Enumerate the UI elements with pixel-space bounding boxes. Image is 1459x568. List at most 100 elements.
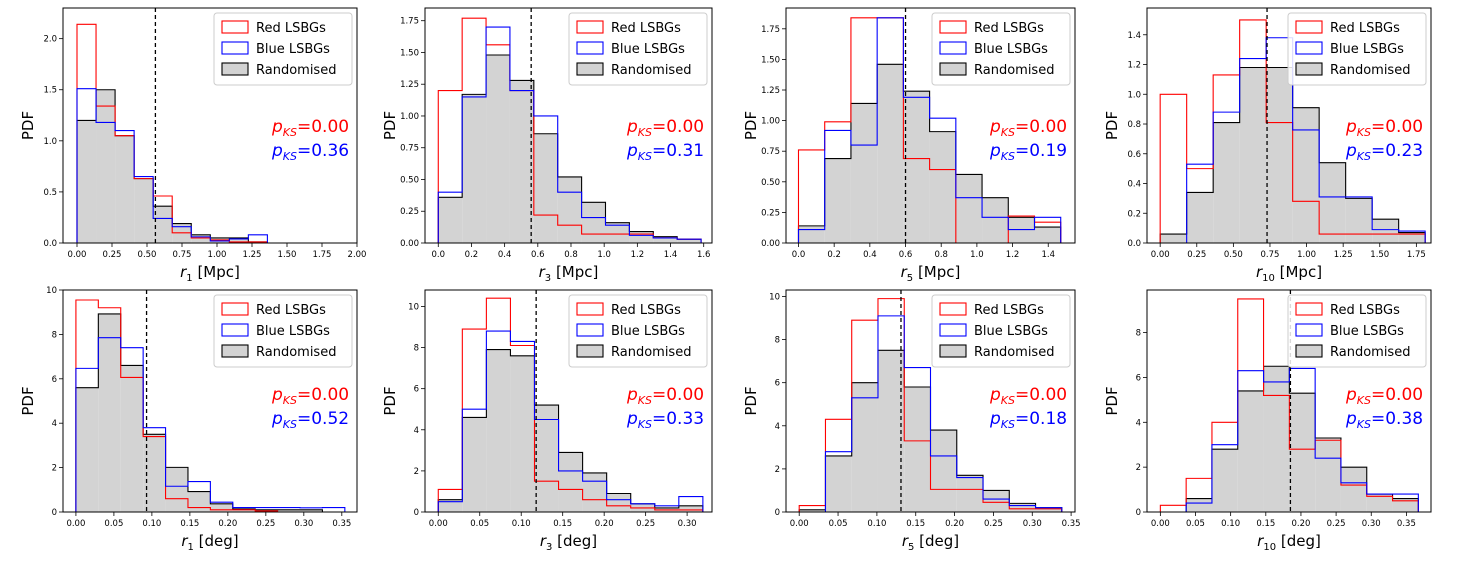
random-bar: [677, 239, 702, 243]
legend-label: Randomised: [256, 63, 336, 78]
red-step-line: [1159, 298, 1419, 512]
legend-swatch: [221, 41, 249, 55]
x-tick-label: 1.75: [1407, 250, 1426, 260]
axes-frame: [785, 289, 1076, 513]
x-tick-label: 0.4: [863, 250, 877, 260]
x-tick-label: 1.0: [970, 250, 984, 260]
y-tick-label: 1.0: [43, 137, 57, 147]
legend: Red LSBGs Blue LSBGs Randomised: [931, 294, 1071, 368]
x-tick-label: 0.00: [68, 250, 87, 260]
legend-label: Red LSBGs: [611, 303, 681, 318]
random-bar: [96, 89, 116, 243]
legend-swatch: [939, 323, 967, 337]
y-tick-label: 6: [1136, 373, 1141, 383]
random-bar: [120, 365, 144, 512]
histogram-bars: [798, 298, 1063, 513]
x-tick-label: 0.30: [678, 519, 697, 529]
x-tick-label: 0.10: [512, 519, 531, 529]
random-bar: [929, 131, 956, 243]
ks-p: p: [989, 117, 1001, 137]
ks-value: =0.36: [297, 141, 349, 161]
blue-step-line: [799, 315, 1063, 513]
random-bar: [581, 202, 606, 243]
random-bar: [678, 505, 703, 512]
x-tick-label: 2.00: [348, 250, 367, 260]
legend-swatch: [939, 41, 967, 55]
legend-swatch: [939, 344, 967, 358]
y-tick-label: 0: [414, 508, 419, 518]
ks-value: =0.00: [652, 117, 704, 137]
axes-frame: [62, 289, 358, 513]
panel-5: 0.00 0.05 0.10 0.15 0.20 0.25 0.30 0.35 0 2 4 6 8 10 P…: [19, 286, 358, 553]
x-tick-label: 0.2: [827, 250, 841, 260]
x-axis-label: r3 [Mpc]: [539, 263, 599, 284]
x-tick-label: 0.25: [1327, 519, 1346, 529]
ks-p: p: [1345, 141, 1357, 161]
ks-value: =0.00: [1371, 117, 1423, 137]
x-label-var: r: [539, 263, 546, 281]
y-tick-label: 1.50: [400, 48, 419, 58]
ks-p: p: [626, 409, 638, 429]
random-bar: [1398, 232, 1426, 243]
legend-label: Red LSBGs: [974, 21, 1044, 36]
legend-label: Blue LSBGs: [1330, 324, 1404, 339]
legend-label: Blue LSBGs: [256, 324, 330, 339]
ks-sub: KS: [283, 394, 297, 407]
random-bar: [799, 509, 826, 512]
y-tick-label: 1.75: [761, 25, 780, 35]
red-step-line: [797, 17, 1062, 244]
x-tick-label: 0.75: [173, 250, 192, 260]
ks-sub: KS: [283, 150, 297, 163]
random-bar: [1186, 192, 1214, 243]
x-label-sub: 3: [546, 542, 552, 553]
x-label-unit: [Mpc]: [556, 263, 598, 281]
x-tick-label: 1.6: [697, 250, 711, 260]
legend-swatch: [576, 302, 604, 316]
random-bar: [1034, 227, 1061, 243]
legend: Red LSBGs Blue LSBGs Randomised: [1287, 12, 1427, 86]
x-axis-label: r5 [Mpc]: [901, 263, 961, 284]
x-tick-label: 1.4: [664, 250, 678, 260]
x-tick-label: 0.10: [867, 519, 886, 529]
ks-value: =0.00: [297, 117, 349, 137]
random-bar: [1366, 494, 1393, 512]
y-tick-label: 0.0: [43, 239, 57, 249]
ks-p: p: [626, 141, 638, 161]
y-tick-label: 1.50: [761, 55, 780, 65]
random-bar: [438, 499, 463, 512]
x-tick-label: 0.75: [1261, 250, 1280, 260]
legend-swatch: [221, 302, 249, 316]
x-tick-label: 0.25: [1187, 250, 1206, 260]
ks-value: =0.00: [297, 385, 349, 405]
x-tick-label: 0.50: [1224, 250, 1243, 260]
legend-swatch: [939, 62, 967, 76]
x-tick-label: 0.6: [531, 250, 545, 260]
x-tick-label: 0.35: [1397, 519, 1416, 529]
x-tick-label: 0.10: [142, 519, 161, 529]
random-bar: [232, 508, 256, 512]
legend-swatch: [939, 302, 967, 316]
x-tick-label: 0.15: [906, 519, 925, 529]
x-label-sub: 1: [188, 542, 194, 553]
x-tick-label: 0.05: [829, 519, 848, 529]
random-bar: [653, 236, 678, 243]
x-tick-label: 0.15: [553, 519, 572, 529]
random-bar: [229, 237, 249, 243]
legend-label: Randomised: [974, 345, 1054, 360]
y-tick-label: 1.75: [400, 17, 419, 27]
x-tick-label: 0.8: [564, 250, 578, 260]
legend-label: Randomised: [974, 63, 1054, 78]
ks-p: p: [271, 409, 283, 429]
x-tick-label: 1.0: [597, 250, 611, 260]
ks-p: p: [626, 385, 638, 405]
random-bar: [1372, 219, 1399, 243]
x-tick-label: 1.25: [243, 250, 262, 260]
random-bar: [606, 493, 631, 512]
random-bar: [1266, 67, 1293, 243]
ks-blue: pKS=0.52: [271, 409, 349, 431]
random-bar: [824, 158, 851, 243]
legend-label: Randomised: [1330, 345, 1410, 360]
random-bar: [75, 387, 99, 512]
y-tick-label: 1.00: [761, 117, 780, 127]
x-tick-label: 0.20: [595, 519, 614, 529]
